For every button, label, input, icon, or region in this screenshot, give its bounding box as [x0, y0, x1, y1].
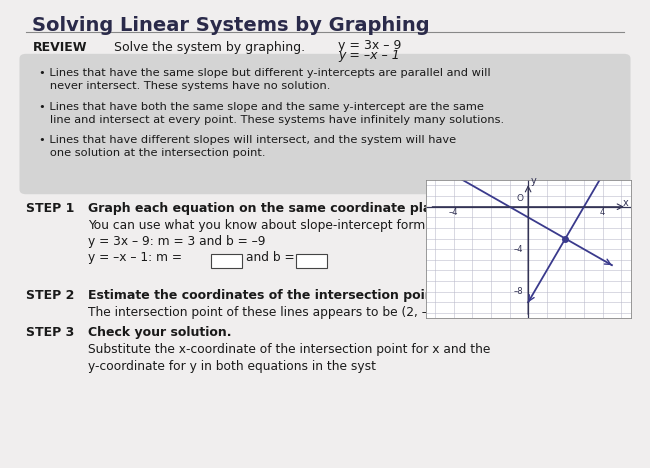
Text: Check your solution.: Check your solution. [88, 326, 231, 339]
Text: • Lines that have both the same slope and the same y-intercept are the same
   l: • Lines that have both the same slope an… [39, 102, 504, 125]
Text: STEP 2: STEP 2 [26, 289, 74, 302]
Text: Substitute the x-coordinate of the intersection point for x and the
y-coordinate: Substitute the x-coordinate of the inter… [88, 343, 490, 373]
Text: • Lines that have the same slope but different y-intercepts are parallel and wil: • Lines that have the same slope but dif… [39, 68, 491, 91]
Text: The intersection point of these lines appears to be (2, –3).: The intersection point of these lines ap… [88, 306, 444, 319]
Text: y = –x – 1: m =: y = –x – 1: m = [88, 251, 182, 264]
Text: • Lines that have different slopes will intersect, and the system will have
   o: • Lines that have different slopes will … [39, 135, 456, 159]
Text: You can use what you know about slope-intercept form.: You can use what you know about slope-in… [88, 219, 429, 232]
Text: and b =: and b = [246, 251, 294, 264]
Bar [211, 254, 242, 268]
Text: x: x [623, 198, 629, 208]
Text: –4: –4 [514, 245, 523, 254]
FancyBboxPatch shape [20, 54, 630, 194]
Text: y = –x – 1: y = –x – 1 [338, 49, 400, 62]
Text: O: O [517, 194, 523, 203]
Text: Solve the system by graphing.: Solve the system by graphing. [114, 41, 305, 54]
Text: Graph each equation on the same coordinate plane.: Graph each equation on the same coordina… [88, 202, 453, 215]
Text: Solving Linear Systems by Graphing: Solving Linear Systems by Graphing [32, 16, 430, 36]
Text: –8: –8 [514, 287, 523, 296]
Text: y = 3x – 9: y = 3x – 9 [338, 39, 402, 52]
Bar [296, 254, 327, 268]
Text: y = 3x – 9: m = 3 and b = –9: y = 3x – 9: m = 3 and b = –9 [88, 235, 265, 248]
Text: –4: –4 [449, 208, 458, 217]
Text: STEP 3: STEP 3 [26, 326, 74, 339]
Text: REVIEW: REVIEW [32, 41, 87, 54]
Text: STEP 1: STEP 1 [26, 202, 74, 215]
Text: 4: 4 [600, 208, 605, 217]
Text: y: y [531, 176, 537, 186]
Text: Estimate the coordinates of the intersection point.: Estimate the coordinates of the intersec… [88, 289, 444, 302]
